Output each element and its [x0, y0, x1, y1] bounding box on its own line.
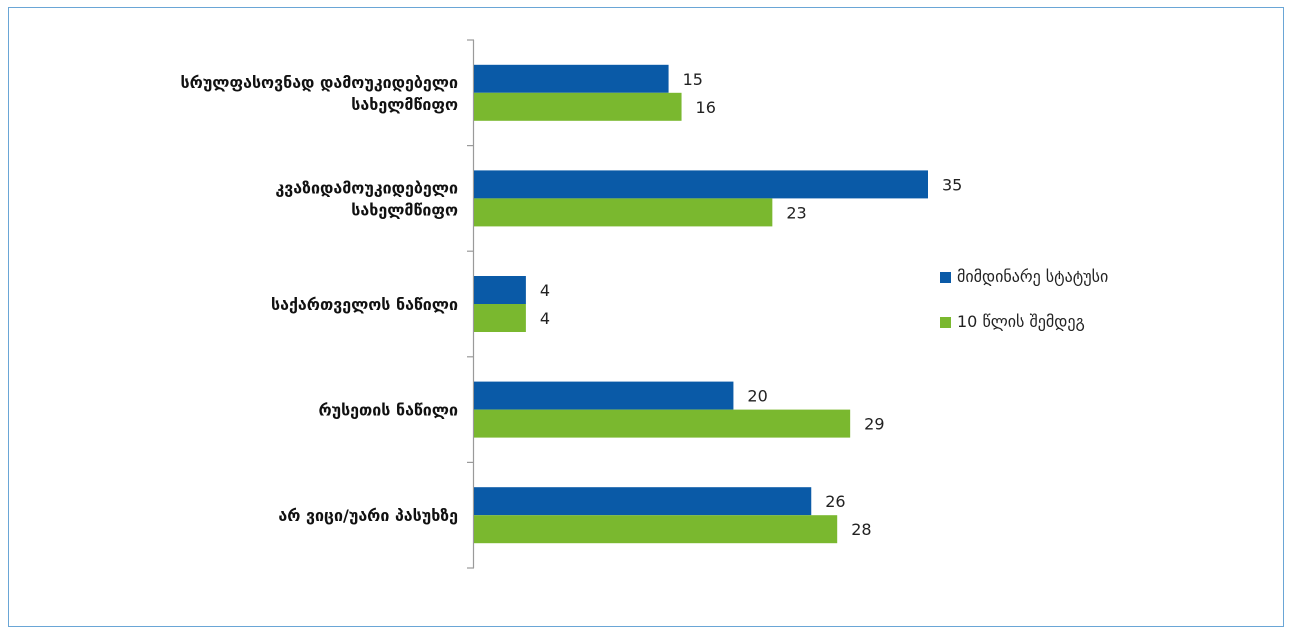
- category-label-line: რუსეთის ნაწილი: [318, 401, 458, 420]
- category-label-line: სახელმწიფო: [351, 95, 458, 114]
- bar-current-status: [474, 381, 734, 410]
- bar-after-10-years: [474, 409, 851, 438]
- data-label: 15: [683, 70, 703, 89]
- category-label-line: სახელმწიფო: [351, 200, 458, 219]
- category-label: საქართველოს ნაწილი: [271, 295, 458, 314]
- legend-label: მიმდინარე სტატუსი: [957, 267, 1108, 286]
- category-label: რუსეთის ნაწილი: [318, 401, 458, 420]
- bar-after-10-years: [474, 92, 682, 121]
- category-label-line: არ ვიცი/უარი პასუხზე: [278, 506, 458, 525]
- bar-current-status: [474, 170, 928, 199]
- category-label: კვაზიდამოუკიდებელი სახელმწიფო: [275, 178, 458, 219]
- category-label-line: კვაზიდამოუკიდებელი: [275, 178, 458, 197]
- legend-label: 10 წლის შემდეგ: [957, 312, 1085, 331]
- bar-after-10-years: [474, 304, 526, 332]
- data-label: 16: [696, 98, 716, 117]
- bar-after-10-years: [474, 515, 838, 544]
- bar-current-status: [474, 276, 526, 304]
- category-label: არ ვიცი/უარი პასუხზე: [278, 506, 458, 525]
- data-label: 35: [942, 175, 962, 194]
- bar-current-status: [474, 487, 812, 516]
- category-label-line: სრულფასოვნად დამოუკიდებელი: [181, 73, 458, 92]
- category-label: სრულფასოვნად დამოუკიდებელი სახელმწიფო: [181, 73, 458, 114]
- bar-current-status: [474, 64, 669, 93]
- data-label: 4: [540, 309, 550, 328]
- bar-after-10-years: [474, 198, 773, 227]
- data-label: 23: [786, 203, 806, 222]
- data-label: 4: [540, 281, 550, 300]
- data-label: 29: [864, 415, 884, 434]
- legend-swatch: [940, 272, 951, 283]
- data-label: 26: [825, 492, 845, 511]
- legend-swatch: [940, 317, 951, 328]
- data-label: 28: [851, 520, 871, 539]
- data-label: 20: [747, 387, 767, 406]
- category-label-line: საქართველოს ნაწილი: [271, 295, 458, 314]
